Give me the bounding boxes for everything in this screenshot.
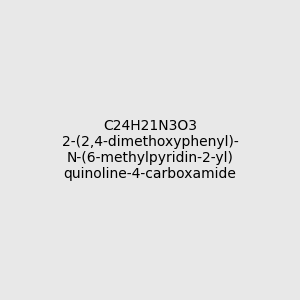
Text: C24H21N3O3
2-(2,4-dimethoxyphenyl)-
N-(6-methylpyridin-2-yl)
quinoline-4-carboxa: C24H21N3O3 2-(2,4-dimethoxyphenyl)- N-(6… (61, 119, 239, 181)
